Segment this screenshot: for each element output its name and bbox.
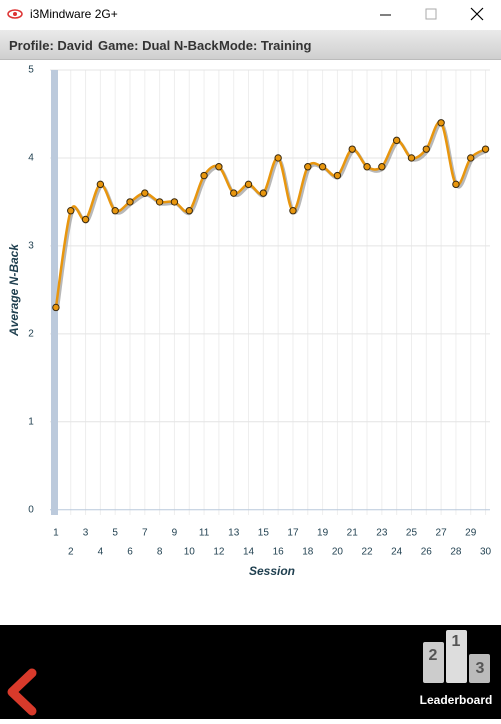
y-tick-label: 5 (28, 65, 34, 76)
point (185, 207, 193, 215)
point (67, 207, 75, 215)
point (363, 163, 371, 171)
mode: Mode: Training (219, 38, 312, 53)
y-tick-label: 4 (28, 153, 34, 164)
podium-1 (446, 630, 467, 683)
y-axis-label: Average N-Back (7, 243, 21, 337)
point (200, 171, 208, 180)
x-tick-label: 17 (287, 528, 299, 539)
title-bar: i3Mindware 2G+ (0, 0, 501, 30)
y-tick-label: 0 (28, 504, 34, 515)
point (126, 198, 134, 206)
point (333, 171, 342, 180)
podium-label: 2 (429, 647, 438, 664)
leaderboard-button[interactable]: 2 1 3 Leaderboard (420, 630, 493, 707)
point (170, 198, 179, 206)
window-title: i3Mindware 2G+ (30, 7, 118, 21)
x-tick-label: 30 (480, 547, 492, 558)
x-tick-label: 16 (273, 547, 285, 558)
x-tick-label: 28 (450, 547, 462, 558)
back-button[interactable] (7, 668, 37, 716)
y-tick-label: 3 (28, 241, 34, 252)
point (52, 303, 60, 312)
footer-icons: 2 1 3 Leaderboard (7, 630, 493, 716)
point (155, 198, 164, 206)
point (378, 163, 386, 171)
point (304, 163, 312, 171)
x-tick-label: 10 (184, 547, 196, 558)
point (437, 119, 445, 127)
x-tick-label: 24 (391, 547, 403, 558)
x-tick-label: 15 (258, 528, 270, 539)
x-tick-label: 21 (347, 528, 359, 539)
x-tick-label: 7 (142, 528, 148, 539)
window-controls[interactable] (370, 0, 490, 30)
point (407, 154, 416, 162)
x-tick-label: 4 (98, 547, 104, 558)
x-tick-label: 18 (302, 547, 314, 558)
x-tick-label: 22 (361, 547, 373, 558)
footer: 2 1 3 Leaderboard (0, 625, 501, 719)
point (274, 154, 282, 162)
x-tick-label: 19 (317, 528, 329, 539)
x-tick-label: 13 (228, 528, 240, 539)
point (452, 180, 460, 189)
x-tick-label: 29 (465, 528, 477, 539)
y-tick-label: 2 (28, 328, 34, 339)
podium-3 (469, 654, 490, 683)
point (141, 189, 149, 197)
x-tick-label: 27 (436, 528, 448, 539)
point (81, 215, 90, 224)
x-tick-label: 9 (172, 528, 178, 539)
maximize[interactable] (425, 8, 437, 20)
app-icon (7, 9, 23, 19)
close[interactable] (470, 7, 484, 21)
x-tick-label: 11 (199, 528, 210, 539)
point (318, 163, 327, 171)
x-tick-label: 1 (53, 528, 59, 539)
x-tick-label: 23 (376, 528, 388, 539)
x-tick-label: 25 (406, 528, 418, 539)
point (215, 163, 223, 171)
axis-band (51, 70, 58, 515)
profile: Profile: David (9, 38, 93, 53)
y-tick-label: 1 (28, 416, 34, 427)
line-shadow (55, 122, 488, 310)
x-tick-label: 5 (112, 528, 118, 539)
chart: Average N-Back 1234567891011121314151617… (7, 65, 492, 579)
x-tick-label: 12 (213, 547, 225, 558)
podium-label: 3 (476, 660, 485, 677)
point (481, 145, 490, 153)
x-tick-label: 8 (157, 547, 163, 558)
profile-bar: Profile: David Game: Dual N-Back Mode: T… (0, 30, 501, 60)
game: Game: Dual N-Back (98, 38, 219, 53)
x-tick-label: 2 (68, 547, 74, 558)
point (289, 207, 297, 215)
leaderboard-label: Leaderboard (420, 693, 493, 707)
point (244, 180, 253, 189)
x-tick-label: 6 (127, 547, 133, 558)
x-tick-label: 26 (421, 547, 433, 558)
podium-label: 1 (452, 633, 461, 650)
x-tick-label: 14 (243, 547, 255, 558)
x-tick-label: 20 (332, 547, 344, 558)
point (259, 189, 268, 197)
podium-2 (423, 642, 444, 683)
point (111, 207, 119, 215)
point (348, 145, 356, 153)
point (96, 180, 105, 189)
line (54, 120, 487, 308)
x-tick-label: 3 (83, 528, 89, 539)
point (422, 145, 430, 153)
point (230, 189, 238, 197)
point (467, 154, 475, 162)
x-axis-label: Session (249, 564, 295, 578)
point (392, 136, 401, 145)
